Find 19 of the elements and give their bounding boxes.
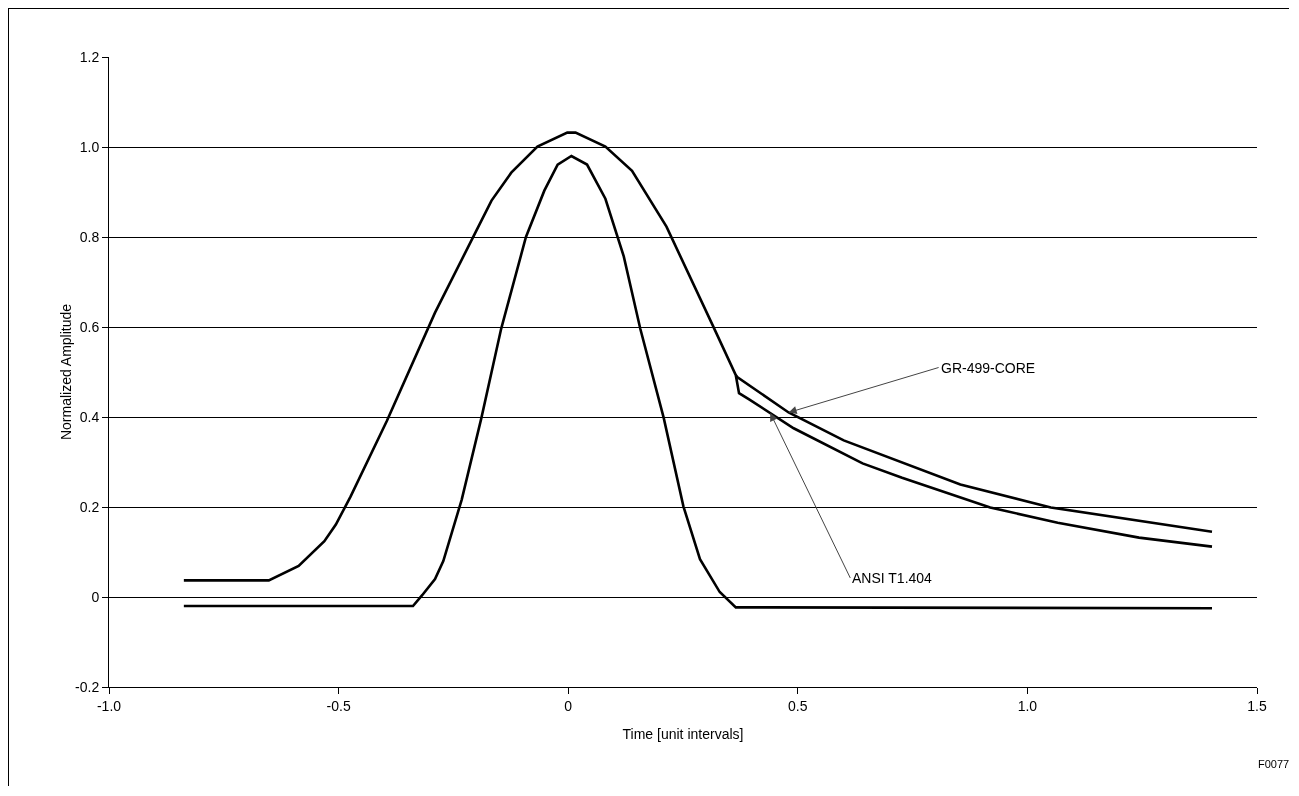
y-tick-label: 0.2 bbox=[79, 498, 100, 515]
x-tick-label: 0 bbox=[564, 697, 573, 714]
x-tick-label: 1.5 bbox=[1247, 697, 1267, 714]
annotation: ANSI T1.404 bbox=[852, 570, 933, 586]
x-axis-title: Time [unit intervals] bbox=[622, 726, 744, 742]
y-tick-label: 1.0 bbox=[79, 138, 100, 155]
x-tick-label: -1.0 bbox=[96, 697, 122, 714]
x-tick-label: 0.5 bbox=[788, 697, 808, 714]
y-tick-label: -0.2 bbox=[75, 678, 100, 695]
y-tick-label: 0 bbox=[91, 588, 100, 605]
text: F0077 bbox=[1258, 758, 1290, 770]
y-axis-title: Normalized Amplitude bbox=[58, 303, 74, 441]
x-tick-label: 1.0 bbox=[1017, 697, 1038, 714]
x-tick-label: -0.5 bbox=[326, 697, 351, 714]
y-tick-label: 0.8 bbox=[79, 228, 100, 245]
y-tick-label: 1.2 bbox=[79, 48, 100, 65]
y-tick-label: 0.4 bbox=[79, 408, 100, 425]
y-tick-label: 0.6 bbox=[79, 318, 100, 335]
annotation: GR-499-CORE bbox=[941, 360, 1036, 376]
